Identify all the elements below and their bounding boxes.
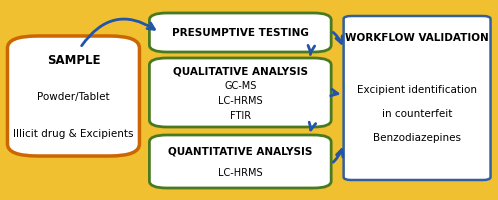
FancyBboxPatch shape (7, 36, 139, 156)
Text: Powder/Tablet: Powder/Tablet (37, 92, 110, 102)
FancyBboxPatch shape (149, 58, 331, 127)
Text: WORKFLOW VALIDATION: WORKFLOW VALIDATION (345, 33, 489, 43)
FancyBboxPatch shape (149, 13, 331, 52)
FancyBboxPatch shape (149, 135, 331, 188)
Text: SAMPLE: SAMPLE (47, 54, 100, 67)
Text: GC-MS: GC-MS (224, 81, 256, 91)
Text: FTIR: FTIR (230, 111, 251, 121)
FancyBboxPatch shape (344, 16, 491, 180)
Text: LC-HRMS: LC-HRMS (218, 96, 262, 106)
Text: Illicit drug & Excipients: Illicit drug & Excipients (13, 129, 133, 139)
Text: QUALITATIVE ANALYSIS: QUALITATIVE ANALYSIS (173, 66, 308, 76)
Text: Benzodiazepines: Benzodiazepines (373, 133, 461, 143)
Text: in counterfeit: in counterfeit (382, 109, 452, 119)
Text: PRESUMPTIVE TESTING: PRESUMPTIVE TESTING (172, 27, 309, 38)
Text: QUANTITATIVE ANALYSIS: QUANTITATIVE ANALYSIS (168, 147, 312, 157)
Text: Excipient identification: Excipient identification (357, 85, 477, 95)
Text: LC-HRMS: LC-HRMS (218, 168, 262, 178)
